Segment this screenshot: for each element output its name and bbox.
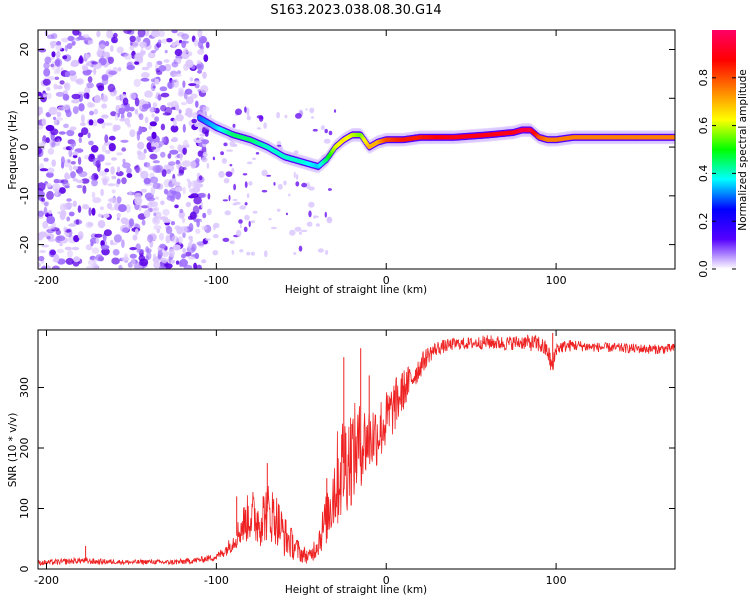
spectrogram-noise-region	[38, 30, 337, 269]
snr-y-tick-label: 300	[18, 377, 31, 398]
spectrogram-x-tick-label: 0	[383, 274, 390, 287]
spectrogram-y-tick-label: -10	[18, 187, 31, 205]
snr-x-ticks: -200 -100 0 100	[34, 330, 567, 587]
snr-y-axis-title: SNR (10 * v/v)	[7, 413, 19, 488]
snr-y-tick-label: 100	[18, 498, 31, 519]
spectrogram-y-tick-label: -20	[18, 236, 31, 254]
snr-x-tick-label: 100	[546, 574, 567, 587]
colorbar-ticks: 0.0 0.2 0.4 0.6 0.8	[697, 69, 736, 278]
snr-y-tick-label: 0	[18, 566, 31, 573]
snr-series-path	[38, 334, 675, 567]
spectrogram-axes-frame	[37, 29, 676, 270]
snr-x-tick-label: -200	[34, 574, 59, 587]
spectrogram-x-axis-title: Height of straight line (km)	[285, 284, 427, 296]
snr-panel: -200 -100 0 100 0 100 200 300 Height of straig…	[7, 329, 676, 596]
figure-title: S163.2023.038.08.30.G14	[270, 3, 441, 18]
spectrogram-y-tick-label: 20	[18, 43, 31, 57]
colorbar-tick-label: 0.8	[697, 69, 710, 87]
spectrogram-y-axis-title: Frequency (Hz)	[7, 110, 19, 189]
colorbar-tick-label: 0.4	[697, 165, 710, 183]
spectrogram-y-tick-label: 0	[18, 144, 31, 151]
snr-x-tick-label: -100	[204, 574, 229, 587]
snr-x-tick-label: 0	[383, 574, 390, 587]
spectrogram-y-ticks: -20 -10 0 10 20	[18, 43, 675, 254]
spectrogram-x-tick-label: -200	[34, 274, 59, 287]
snr-x-axis-title: Height of straight line (km)	[285, 584, 427, 596]
spectrogram-image	[38, 30, 675, 269]
spectrogram-x-tick-label: 100	[546, 274, 567, 287]
snr-y-ticks: 0 100 200 300	[18, 377, 675, 573]
snr-axes-frame	[37, 329, 676, 570]
colorbar-tick-label: 0.0	[697, 260, 710, 278]
snr-series-line	[38, 333, 675, 567]
colorbar: 0.0 0.2 0.4 0.6 0.8 Normalized spectral ampl…	[697, 30, 749, 278]
snr-y-tick-label: 200	[18, 437, 31, 458]
spectrogram-x-tick-label: -100	[204, 274, 229, 287]
colorbar-tick-label: 0.2	[697, 212, 710, 230]
colorbar-tick-label: 0.6	[697, 117, 710, 135]
spectrogram-y-tick-label: 10	[18, 91, 31, 105]
spectrogram-x-ticks: -200 -100 0 100	[34, 30, 567, 287]
spectrogram-carrier-ridge	[196, 110, 675, 174]
colorbar-title: Normalized spectral amplitude	[737, 69, 749, 230]
colorbar-gradient	[712, 30, 736, 269]
